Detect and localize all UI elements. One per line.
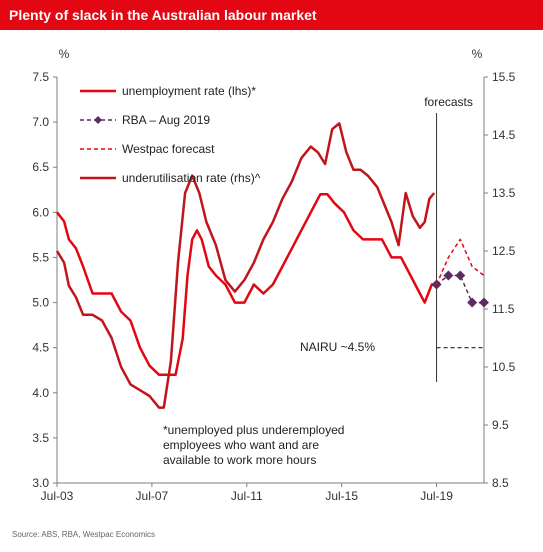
source-note: Source: ABS, RBA, Westpac Economics [12,530,156,539]
series-line [435,238,485,285]
legend-marker-rba [94,116,102,124]
right-tick-label: 12.5 [492,244,516,258]
footnote-line: employees who want and are [163,438,319,452]
right-tick-label: 8.5 [492,476,509,490]
left-tick-label: 3.0 [32,476,49,490]
right-tick-label: 9.5 [492,418,509,432]
left-axis-unit: % [59,47,70,61]
right-tick-label: 15.5 [492,70,516,84]
rba-marker [479,297,489,308]
right-axis-unit: % [472,47,483,61]
x-tick-label: Jul-19 [420,489,453,503]
x-tick-label: Jul-11 [231,489,263,503]
legend-label: Westpac forecast [122,142,215,156]
rba-marker [467,297,478,308]
series-line [55,122,436,409]
x-tick-label: Jul-03 [41,489,74,503]
x-tick-label: Jul-15 [325,489,358,503]
rba-marker [443,270,454,281]
left-tick-label: 3.5 [32,431,49,445]
legend-label: underutilisation rate (rhs)^ [122,171,261,185]
nairu-label: NAIRU ~4.5% [300,340,375,354]
footnote-line: *unemployed plus underemployed [163,423,344,437]
rba-marker [455,270,466,281]
left-tick-label: 4.5 [32,341,49,355]
left-tick-label: 5.0 [32,296,49,310]
left-tick-label: 6.5 [32,160,49,174]
series-line [56,193,439,376]
footnote-line: available to work more hours [163,453,316,467]
chart-title: Plenty of slack in the Australian labour… [0,0,543,30]
left-tick-label: 4.0 [32,386,49,400]
x-tick-label: Jul-07 [136,489,169,503]
left-tick-label: 5.5 [32,250,49,264]
right-tick-label: 11.5 [492,302,515,316]
forecasts-label: forecasts [424,95,473,109]
left-tick-label: 7.0 [32,115,49,129]
left-tick-label: 7.5 [32,70,49,84]
series-line [436,274,484,304]
legend-label: RBA – Aug 2019 [122,113,210,127]
rba-marker [431,279,442,290]
right-tick-label: 14.5 [492,128,516,142]
legend-label: unemployment rate (lhs)* [122,84,256,98]
right-tick-label: 13.5 [492,186,516,200]
right-tick-label: 10.5 [492,360,516,374]
left-tick-label: 6.0 [32,205,49,219]
